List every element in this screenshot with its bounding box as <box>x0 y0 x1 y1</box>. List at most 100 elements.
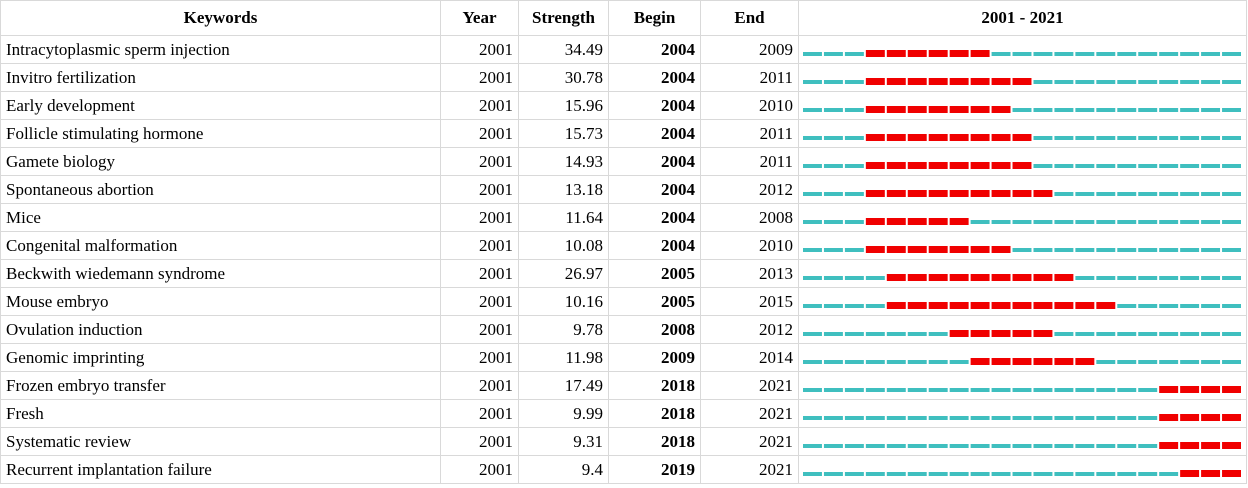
end-cell: 2008 <box>700 203 799 232</box>
timeline-dash <box>949 444 969 448</box>
burst-segment <box>1201 414 1221 421</box>
timeline <box>803 78 1241 85</box>
strength-cell: 9.99 <box>518 399 609 428</box>
year-cell: 2001 <box>440 427 519 456</box>
burst-segment <box>886 246 906 253</box>
timeline-dash <box>865 276 885 280</box>
timeline-dash <box>1075 332 1095 336</box>
strength-cell: 34.49 <box>518 35 609 64</box>
year-cell: 2001 <box>440 63 519 92</box>
burst-segment <box>865 246 885 253</box>
burst-segment <box>1033 190 1053 197</box>
timeline-dash <box>1075 444 1095 448</box>
timeline-dash <box>1159 472 1179 476</box>
burst-segment <box>991 358 1011 365</box>
burst-segment <box>886 302 906 309</box>
timeline-cell <box>798 91 1247 120</box>
timeline-dash <box>823 136 843 140</box>
burst-segment <box>970 190 990 197</box>
burst-segment <box>991 274 1011 281</box>
begin-cell: 2004 <box>608 63 701 92</box>
burst-segment <box>1054 358 1074 365</box>
keyword-cell: Fresh <box>0 399 441 428</box>
burst-segment <box>1222 442 1241 449</box>
timeline-dash <box>1159 136 1179 140</box>
end-cell: 2021 <box>700 371 799 400</box>
timeline-dash <box>823 304 843 308</box>
column-header: 2001 - 2021 <box>798 0 1247 36</box>
burst-segment <box>907 274 927 281</box>
burst-segment <box>1222 414 1241 421</box>
timeline-dash <box>991 416 1011 420</box>
burst-segment <box>1012 134 1032 141</box>
timeline-dash <box>803 276 822 280</box>
timeline-dash <box>1054 388 1074 392</box>
table-body: Intracytoplasmic sperm injection 2001 34.4… <box>0 35 1247 484</box>
burst-segment <box>949 218 969 225</box>
timeline-dash <box>1201 220 1221 224</box>
timeline-dash <box>970 416 990 420</box>
table-row: Ovulation induction 2001 9.78 2008 2012 <box>0 315 1247 344</box>
strength-cell: 13.18 <box>518 175 609 204</box>
timeline-dash <box>1033 472 1053 476</box>
timeline-dash <box>1012 388 1032 392</box>
timeline-dash <box>1180 248 1200 252</box>
timeline-dash <box>865 388 885 392</box>
burst-segment <box>1033 302 1053 309</box>
timeline-dash <box>1138 304 1158 308</box>
timeline-dash <box>1012 108 1032 112</box>
burst-segment <box>1180 386 1200 393</box>
timeline-dash <box>1075 416 1095 420</box>
timeline <box>803 470 1241 477</box>
end-cell: 2012 <box>700 175 799 204</box>
timeline-dash <box>823 332 843 336</box>
timeline-dash <box>1033 80 1053 84</box>
timeline <box>803 414 1241 421</box>
timeline-dash <box>844 472 864 476</box>
timeline-dash <box>1222 276 1241 280</box>
year-cell: 2001 <box>440 455 519 484</box>
timeline-dash <box>823 276 843 280</box>
burst-segment <box>1180 442 1200 449</box>
begin-cell: 2004 <box>608 231 701 260</box>
strength-cell: 26.97 <box>518 259 609 288</box>
table-row: Genomic imprinting 2001 11.98 2009 2014 <box>0 343 1247 372</box>
timeline-dash <box>1075 388 1095 392</box>
end-cell: 2011 <box>700 63 799 92</box>
timeline-dash <box>949 416 969 420</box>
timeline <box>803 134 1241 141</box>
timeline-dash <box>823 52 843 56</box>
timeline-dash <box>844 416 864 420</box>
end-cell: 2014 <box>700 343 799 372</box>
timeline-cell <box>798 399 1247 428</box>
burst-segment <box>970 78 990 85</box>
burst-segment <box>991 162 1011 169</box>
keyword-cell: Early development <box>0 91 441 120</box>
timeline-dash <box>1138 136 1158 140</box>
keyword-cell: Ovulation induction <box>0 315 441 344</box>
timeline-dash <box>1075 276 1095 280</box>
keyword-cell: Congenital malformation <box>0 231 441 260</box>
strength-cell: 10.08 <box>518 231 609 260</box>
begin-cell: 2018 <box>608 399 701 428</box>
timeline-dash <box>949 360 969 364</box>
table-row: Recurrent implantation failure 2001 9.4 201… <box>0 455 1247 484</box>
timeline-dash <box>1096 108 1116 112</box>
burst-segment <box>886 162 906 169</box>
table-row: Mouse embryo 2001 10.16 2005 2015 <box>0 287 1247 316</box>
burst-segment <box>907 218 927 225</box>
end-cell: 2009 <box>700 35 799 64</box>
burst-segment <box>907 106 927 113</box>
timeline-dash <box>1222 80 1241 84</box>
year-cell: 2001 <box>440 203 519 232</box>
strength-cell: 11.98 <box>518 343 609 372</box>
timeline-dash <box>1054 52 1074 56</box>
timeline-dash <box>1222 192 1241 196</box>
keyword-cell: Spontaneous abortion <box>0 175 441 204</box>
table-row: Fresh 2001 9.99 2018 2021 <box>0 399 1247 428</box>
timeline-dash <box>1054 332 1074 336</box>
timeline <box>803 106 1241 113</box>
timeline-dash <box>886 332 906 336</box>
timeline-dash <box>1117 248 1137 252</box>
timeline-dash <box>1201 108 1221 112</box>
